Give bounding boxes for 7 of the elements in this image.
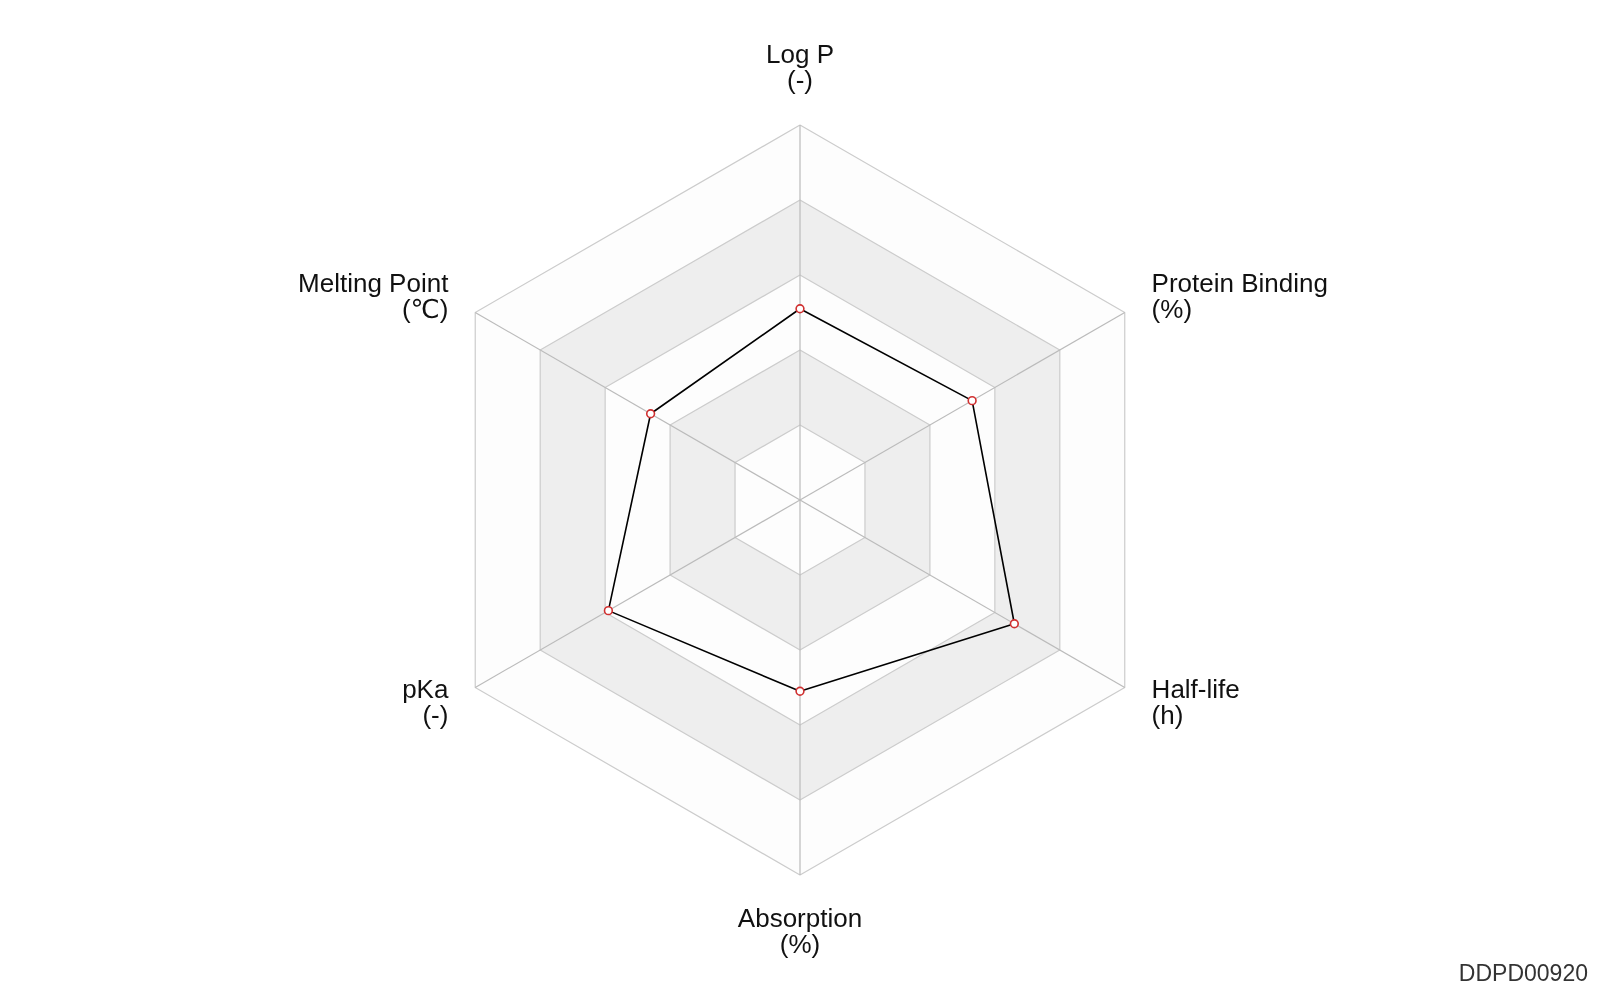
spoke-label: Log P (-) xyxy=(766,39,834,95)
text: DDPD00920 xyxy=(1458,960,1588,986)
spoke-label: pKa (-) xyxy=(402,674,449,730)
spoke-label: Absorption (%) xyxy=(737,903,863,959)
spoke-label: Protein Binding (%) xyxy=(1151,268,1328,324)
spoke-label: Melting Point (℃) xyxy=(298,268,450,324)
spoke-label: Half-life (h) xyxy=(1151,674,1240,730)
